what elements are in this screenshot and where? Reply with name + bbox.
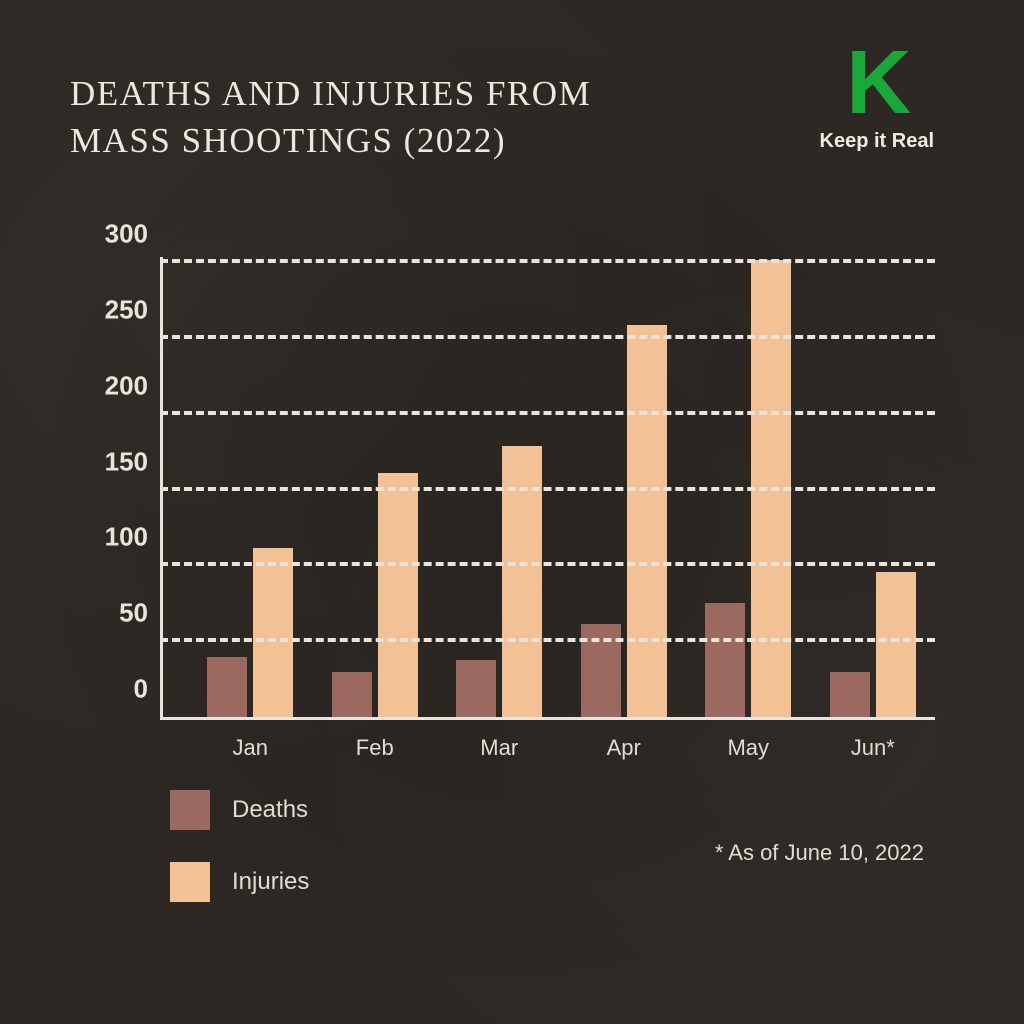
- bar-injuries: [253, 548, 293, 717]
- month-group: Mar: [437, 265, 562, 717]
- x-tick-label: Mar: [480, 735, 518, 761]
- bars-container: JanFebMarAprMayJun*: [160, 265, 935, 717]
- x-tick-label: Feb: [356, 735, 394, 761]
- bar-injuries: [378, 473, 418, 717]
- legend-label: Injuries: [232, 868, 309, 896]
- month-group: May: [686, 265, 811, 717]
- legend-label: Deaths: [232, 796, 308, 824]
- legend-swatch-icon: [170, 790, 210, 830]
- logo-letter-icon: K: [820, 45, 934, 122]
- legend-item: Injuries: [170, 862, 309, 902]
- x-tick-label: May: [727, 735, 769, 761]
- infographic-container: DEATHS AND INJURIES FROM MASS SHOOTINGS …: [0, 0, 1024, 1024]
- bar-deaths: [456, 660, 496, 717]
- plot-area: JanFebMarAprMayJun*: [160, 265, 935, 720]
- y-axis: 050100150200250300: [90, 265, 160, 720]
- month-group: Jan: [188, 265, 313, 717]
- x-tick-label: Apr: [607, 735, 641, 761]
- month-group: Apr: [562, 265, 687, 717]
- legend: Deaths Injuries: [170, 790, 309, 934]
- y-tick-label: 250: [105, 294, 148, 325]
- y-tick-label: 50: [119, 598, 148, 629]
- header: DEATHS AND INJURIES FROM MASS SHOOTINGS …: [70, 70, 954, 165]
- y-tick-label: 300: [105, 219, 148, 250]
- gridline: [160, 638, 935, 642]
- legend-swatch-icon: [170, 862, 210, 902]
- gridline: [160, 411, 935, 415]
- month-group: Jun*: [811, 265, 936, 717]
- title-line-2: MASS SHOOTINGS (2022): [70, 121, 506, 160]
- bar-injuries: [876, 572, 916, 717]
- gridline: [160, 562, 935, 566]
- x-tick-label: Jan: [233, 735, 268, 761]
- bar-deaths: [207, 657, 247, 717]
- footnote: * As of June 10, 2022: [715, 840, 924, 866]
- x-tick-label: Jun*: [851, 735, 895, 761]
- legend-item: Deaths: [170, 790, 309, 830]
- gridline: [160, 335, 935, 339]
- title-line-1: DEATHS AND INJURIES FROM: [70, 74, 591, 113]
- bar-deaths: [332, 672, 372, 717]
- bar-deaths: [830, 672, 870, 717]
- chart-title: DEATHS AND INJURIES FROM MASS SHOOTINGS …: [70, 70, 591, 165]
- gridline: [160, 487, 935, 491]
- y-tick-label: 150: [105, 446, 148, 477]
- logo-text: Keep it Real: [820, 130, 934, 153]
- x-axis-line: [160, 717, 935, 720]
- bar-injuries: [627, 325, 667, 717]
- y-tick-label: 100: [105, 522, 148, 553]
- gridline: [160, 259, 935, 263]
- brand-logo: K Keep it Real: [820, 45, 934, 153]
- bar-deaths: [705, 603, 745, 718]
- month-group: Feb: [313, 265, 438, 717]
- y-tick-label: 0: [134, 674, 148, 705]
- y-tick-label: 200: [105, 370, 148, 401]
- bar-chart: 050100150200250300 JanFebMarAprMayJun*: [90, 265, 935, 720]
